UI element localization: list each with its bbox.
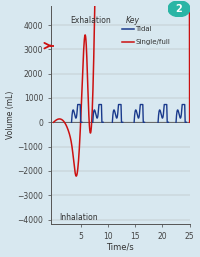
- X-axis label: Time/s: Time/s: [106, 242, 134, 251]
- Text: Tidal: Tidal: [135, 26, 152, 32]
- Text: Inhalation: Inhalation: [59, 214, 98, 223]
- Text: Exhalation: Exhalation: [70, 16, 111, 25]
- Text: 2: 2: [176, 4, 182, 14]
- Y-axis label: Volume (mL): Volume (mL): [6, 91, 15, 139]
- Text: Key: Key: [126, 16, 140, 25]
- Circle shape: [168, 1, 190, 17]
- Text: Single/full: Single/full: [135, 39, 170, 45]
